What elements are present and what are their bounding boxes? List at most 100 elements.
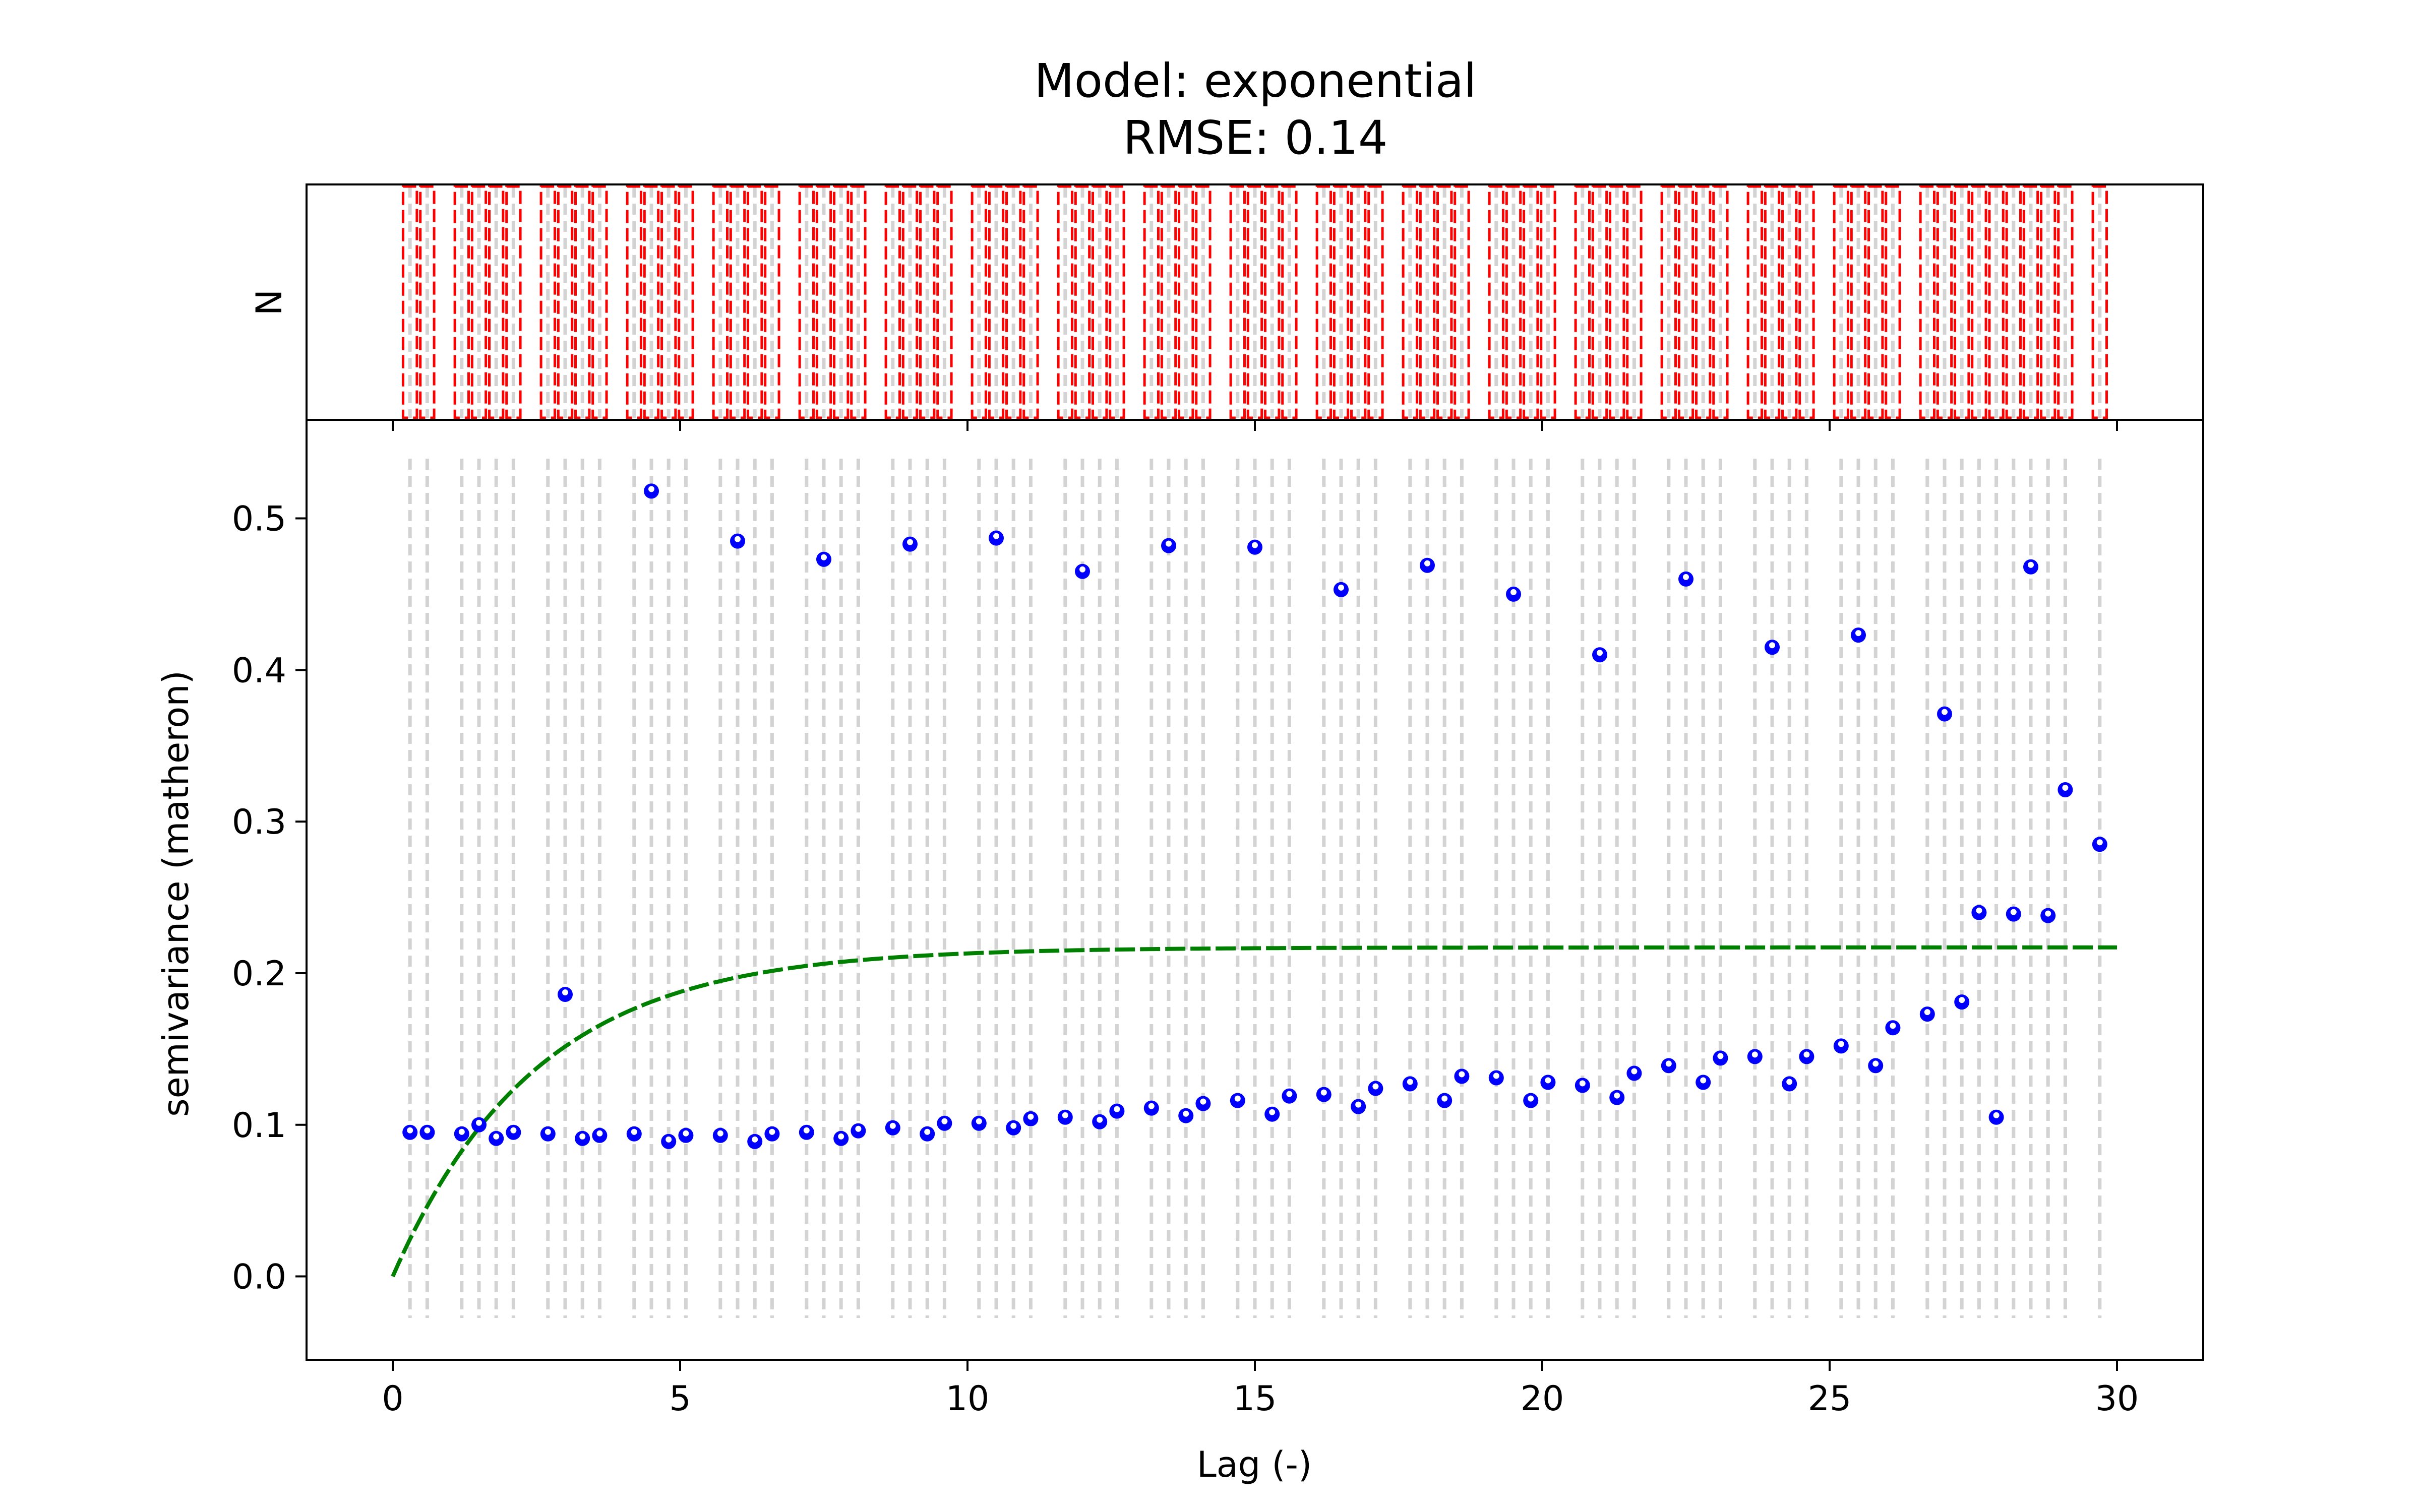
histogram-bar — [453, 185, 470, 419]
histogram-bar — [1954, 185, 1970, 419]
data-point-highlight — [1545, 1077, 1551, 1084]
histogram-bar — [660, 185, 677, 419]
chart-title-line-1: Model: exponential — [1034, 54, 1476, 108]
histogram-bar — [1971, 185, 1987, 419]
histogram-bar — [1574, 185, 1591, 419]
histogram-bar — [1350, 185, 1367, 419]
histogram-bar — [1885, 185, 1901, 419]
histogram-bar — [1626, 185, 1643, 419]
y-tick-label: 0.4 — [232, 651, 286, 690]
chart-title-line-2: RMSE: 0.14 — [1123, 111, 1388, 165]
data-point-highlight — [976, 1118, 982, 1124]
x-axis-label: Lag (-) — [1197, 1444, 1312, 1485]
histogram-bar — [988, 185, 1005, 419]
y-axis-ticks: 0.0 0.1 0.2 0.3 0.4 0.5 — [232, 499, 307, 1297]
data-point-highlight — [1234, 1095, 1241, 1102]
y-tick-label: 0.5 — [232, 499, 286, 539]
histogram-bar — [470, 185, 488, 419]
data-point-highlight — [752, 1136, 758, 1143]
histogram-bar — [1850, 185, 1867, 419]
y-tick-label: 0.2 — [232, 954, 286, 994]
data-point-highlight — [1269, 1109, 1276, 1115]
data-point-highlight — [1424, 560, 1430, 566]
x-tick-label: 5 — [669, 1379, 691, 1419]
data-point-highlight — [2010, 909, 2017, 915]
data-point-highlight — [1493, 1073, 1499, 1079]
data-point-highlight — [596, 1130, 603, 1137]
data-point-highlight — [1683, 574, 1689, 580]
histogram-bar — [1523, 185, 1539, 419]
data-point-highlight — [1838, 1041, 1844, 1047]
histogram-bar — [2022, 185, 2039, 419]
data-point-highlight — [1441, 1095, 1448, 1102]
data-point-highlight — [1528, 1095, 1534, 1102]
data-point-highlight — [1148, 1103, 1155, 1109]
histogram-bar — [505, 185, 522, 419]
histogram-bar — [1919, 185, 1935, 419]
histogram-bar — [901, 185, 919, 419]
data-point-highlight — [1338, 584, 1344, 591]
histogram-bar — [1867, 185, 1884, 419]
model-curve — [391, 945, 2117, 1278]
data-point-highlight — [1855, 630, 1861, 637]
histogram-bar — [2005, 185, 2022, 419]
data-point-highlight — [666, 1136, 672, 1143]
histogram-bar — [678, 185, 694, 419]
x-tick-label: 10 — [946, 1379, 990, 1419]
data-point-highlight — [1993, 1112, 2000, 1118]
histogram-bar — [1367, 185, 1384, 419]
histogram-bar — [1591, 185, 1608, 419]
histogram-bar — [1264, 185, 1281, 419]
x-tick-label: 20 — [1521, 1379, 1564, 1419]
histogram-bar — [1195, 185, 1212, 419]
data-point-highlight — [924, 1128, 931, 1135]
data-point-highlight — [1942, 709, 1948, 715]
x-tick-label: 0 — [382, 1379, 403, 1419]
data-point-highlight — [1459, 1071, 1465, 1078]
histogram-bar — [1695, 185, 1712, 419]
data-point-highlight — [493, 1133, 500, 1140]
data-point-highlight — [407, 1127, 413, 1133]
histogram-bar — [884, 185, 901, 419]
histogram-bar — [2057, 185, 2074, 419]
histogram-bar — [919, 185, 936, 419]
data-point-highlight — [1407, 1079, 1413, 1085]
data-point-highlight — [1751, 1051, 1758, 1058]
data-point-highlight — [1355, 1101, 1362, 1108]
data-point-highlight — [941, 1118, 948, 1124]
data-point-highlight — [889, 1122, 896, 1129]
histogram-bar — [402, 185, 418, 419]
histogram-bar — [1936, 185, 1953, 419]
histogram-bar — [643, 185, 660, 419]
histogram-bar — [850, 185, 867, 419]
histogram-bar — [936, 185, 953, 419]
histogram-bar — [764, 185, 780, 419]
data-point-highlight — [1614, 1092, 1620, 1099]
data-point-highlight — [1286, 1091, 1293, 1097]
data-point-highlight — [1890, 1023, 1896, 1029]
histogram-bar — [539, 185, 556, 419]
data-point-highlight — [579, 1133, 586, 1140]
data-point-highlight — [1786, 1079, 1793, 1085]
data-point-highlight — [631, 1128, 637, 1135]
histogram-bar — [1454, 185, 1470, 419]
data-point-highlight — [1372, 1083, 1379, 1090]
data-point-highlight — [855, 1125, 862, 1132]
histogram-bar — [2040, 185, 2056, 419]
data-point-highlight — [510, 1127, 517, 1133]
histogram-bar — [419, 185, 436, 419]
histogram-bar — [2091, 185, 2108, 419]
data-point-highlight — [1010, 1122, 1017, 1129]
data-point-highlight — [1597, 650, 1603, 656]
histogram-bar — [1109, 185, 1125, 419]
histogram-bar — [1057, 185, 1073, 419]
data-point-highlight — [1097, 1116, 1103, 1123]
data-point-highlight — [2062, 784, 2069, 791]
data-point-highlight — [1700, 1077, 1707, 1084]
histogram-bar — [1798, 185, 1815, 419]
histogram-bar — [1677, 185, 1695, 419]
histogram-bar — [1505, 185, 1522, 419]
data-point-highlight — [717, 1130, 723, 1137]
x-tick-label: 30 — [2095, 1379, 2139, 1419]
data-point-highlight — [1924, 1009, 1930, 1016]
